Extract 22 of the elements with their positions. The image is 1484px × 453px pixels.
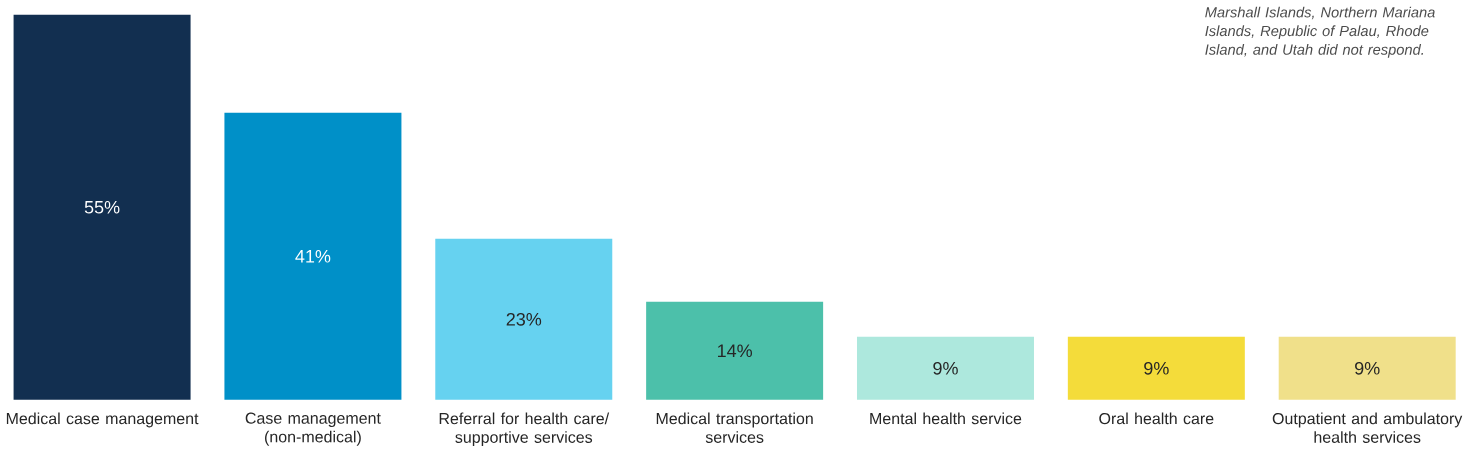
data-label: 9% <box>933 361 958 375</box>
annotation: Marshall Islands, Northern Mariana Islands, Republic of Palau, Rhode Island, and Utah did not respond. <box>1205 6 1435 58</box>
x-tick-label: Outpatient and ambulatory health services <box>1272 412 1463 443</box>
bar <box>646 301 824 400</box>
x-tick-label: Mental health service <box>870 412 1022 425</box>
bar <box>1278 336 1456 400</box>
data-label: 41% <box>295 250 331 263</box>
data-label: 23% <box>506 312 542 326</box>
bar <box>13 14 191 400</box>
data-label: 9% <box>1355 361 1380 375</box>
x-tick-label: Oral health care <box>1099 412 1214 425</box>
x-tick-label: Medical transportation services <box>656 412 813 443</box>
x-tick-label: Referral for health care/ supportive services <box>439 412 610 447</box>
bar <box>435 238 613 400</box>
data-label: 55% <box>84 200 120 214</box>
bar <box>856 336 1034 400</box>
data-label: 14% <box>718 344 753 358</box>
x-tick-label: Case management (non-medical) <box>245 412 381 446</box>
data-label: 9% <box>1144 361 1169 375</box>
x-tick-label: Medical case management <box>6 412 199 428</box>
bar <box>224 112 402 400</box>
bar <box>1067 336 1245 400</box>
